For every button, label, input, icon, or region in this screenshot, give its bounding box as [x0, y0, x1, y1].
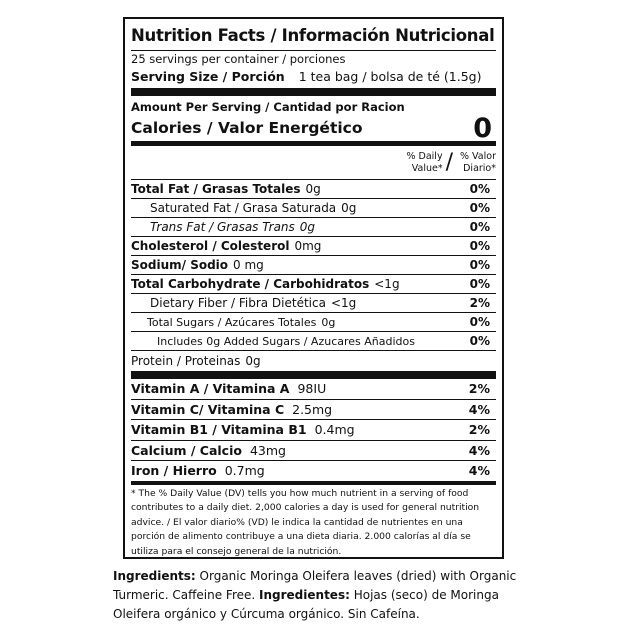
vitamin-amount: 43mg: [249, 442, 286, 458]
vitamin-dv: 4%: [468, 463, 490, 479]
vitamin-dv: 2%: [468, 381, 490, 397]
vitamin-name: Vitamin B1 / Vitamina B1: [131, 422, 307, 438]
vitamin-list: Vitamin A / Vitamina A 98IU 2% Vitamin C/ …: [131, 379, 496, 481]
vitamin-dv: 4%: [468, 401, 490, 417]
nutrient-amount: 0g: [341, 201, 357, 215]
nutrient-dv: 0%: [469, 315, 490, 329]
amount-per-serving: Amount Per Serving / Cantidad por Racion: [131, 100, 405, 114]
nutrient-amount: 0mg: [294, 239, 322, 253]
nutrient-dv: 0%: [469, 277, 490, 291]
nutrient-amount: 0g: [299, 220, 316, 234]
label-title: Nutrition Facts / Información Nutriciona…: [131, 19, 496, 51]
nutrient-dv: 0%: [469, 201, 490, 215]
vitamin-name: Vitamin C/ Vitamina C: [131, 401, 285, 417]
servings: 25 servings per container / porciones: [131, 52, 346, 66]
nutrient-name: Total Carbohydrate / Carbohidratos: [131, 277, 370, 291]
nutrition-label: Nutrition Facts / Información Nutriciona…: [123, 17, 504, 559]
ingredients-label-es: Ingredientes:: [259, 588, 350, 602]
vitamin-dv: 2%: [468, 422, 490, 438]
ingredients-label-en: Ingredients:: [113, 569, 196, 583]
thick-rule: [131, 371, 496, 379]
vitamin-amount: 0.4mg: [314, 422, 355, 438]
nutrient-name: Protein / Proteinas: [131, 354, 241, 368]
nutrient-row: Trans Fat / Grasas Trans 0g 0%: [131, 218, 496, 237]
nutrient-amount: 0g: [321, 315, 336, 329]
serving-size-value: 1 tea bag / bolsa de té (1.5g): [298, 69, 482, 84]
nutrient-row: Total Sugars / Azúcares Totales 0g 0%: [131, 313, 496, 332]
nutrient-row: Includes 0g Added Sugars / Azucares Añad…: [131, 332, 496, 351]
nutrient-row: Saturated Fat / Grasa Saturada 0g 0%: [131, 199, 496, 218]
dv-header-en: % Daily Value*: [406, 150, 443, 174]
nutrient-dv: 0%: [469, 182, 490, 196]
dv-header-es: % Valor Diario*: [460, 150, 496, 174]
dv-header-separator: /: [445, 149, 453, 175]
nutrient-amount: 0g: [245, 354, 261, 368]
vitamin-row: Vitamin C/ Vitamina C 2.5mg 4%: [131, 400, 496, 420]
nutrient-row: Protein / Proteinas 0g: [131, 351, 496, 371]
vitamin-amount: 2.5mg: [292, 401, 333, 417]
vitamin-dv: 4%: [468, 442, 490, 458]
serving-size: Serving Size / Porción 1 tea bag / bolsa …: [131, 67, 496, 88]
dv-header: % Daily Value* / % Valor Diario*: [131, 146, 496, 180]
nutrient-name: Saturated Fat / Grasa Saturada: [150, 201, 337, 215]
nutrient-row: Dietary Fiber / Fibra Dietética <1g 2%: [131, 294, 496, 313]
ingredients: Ingredients: Organic Moringa Oleifera le…: [113, 567, 533, 624]
nutrient-name: Trans Fat / Grasas Trans: [150, 220, 295, 234]
vitamin-amount: 0.7mg: [224, 463, 265, 479]
medium-rule: [131, 141, 496, 146]
nutrient-name: Dietary Fiber / Fibra Dietética: [150, 296, 326, 310]
nutrient-amount: 0 mg: [233, 258, 264, 272]
nutrient-dv: 2%: [469, 296, 490, 310]
vitamin-row: Vitamin A / Vitamina A 98IU 2%: [131, 379, 496, 400]
vitamin-name: Calcium / Calcio: [131, 442, 242, 458]
nutrient-amount: <1g: [330, 296, 357, 310]
calories-value: 0: [473, 112, 492, 144]
nutrient-row: Total Carbohydrate / Carbohidratos <1g 0%: [131, 275, 496, 294]
calories-row: Calories / Valor Energético 0: [131, 112, 496, 144]
vitamin-amount: 98IU: [297, 381, 327, 397]
footnote: * The % Daily Value (DV) tells you how m…: [131, 487, 480, 557]
vitamin-name: Iron / Hierro: [131, 463, 217, 479]
nutrient-name: Total Fat / Grasas Totales: [131, 182, 301, 196]
nutrient-list: Total Fat / Grasas Totales 0g 0% Saturated…: [131, 180, 496, 371]
vitamin-row: Vitamin B1 / Vitamina B1 0.4mg 2%: [131, 420, 496, 441]
nutrient-dv: 0%: [469, 258, 490, 272]
ingredients-text-en: Organic Moringa Oleifera leaves (dried) …: [113, 569, 517, 602]
nutrient-name: Includes 0g Added Sugars / Azucares Añad…: [157, 334, 415, 348]
nutrient-name: Cholesterol / Colesterol: [131, 239, 290, 253]
nutrient-name: Total Sugars / Azúcares Totales: [147, 315, 317, 329]
serving-size-label: Serving Size / Porción: [131, 69, 285, 84]
ingredients-text-es: Hojas (seco) de Moringa Oleifera orgánic…: [113, 588, 499, 621]
nutrient-amount: <1g: [374, 277, 400, 291]
nutrient-row: Total Fat / Grasas Totales 0g 0%: [131, 180, 496, 199]
vitamin-row: Calcium / Calcio 43mg 4%: [131, 441, 496, 461]
vitamin-name: Vitamin A / Vitamina A: [131, 381, 290, 397]
nutrient-name: Sodium/ Sodio: [131, 258, 229, 272]
nutrient-amount: 0g: [305, 182, 321, 196]
medium-rule: [131, 480, 496, 485]
thick-rule: [131, 88, 496, 96]
vitamin-row: Iron / Hierro 0.7mg 4%: [131, 461, 496, 481]
nutrient-row: Cholesterol / Colesterol 0mg 0%: [131, 237, 496, 256]
calories-label: Calories / Valor Energético: [131, 119, 363, 137]
nutrient-row: Sodium/ Sodio 0 mg 0%: [131, 256, 496, 275]
nutrient-dv: 0%: [469, 239, 490, 253]
nutrient-dv: 0%: [469, 334, 490, 348]
nutrient-dv: 0%: [469, 220, 490, 234]
